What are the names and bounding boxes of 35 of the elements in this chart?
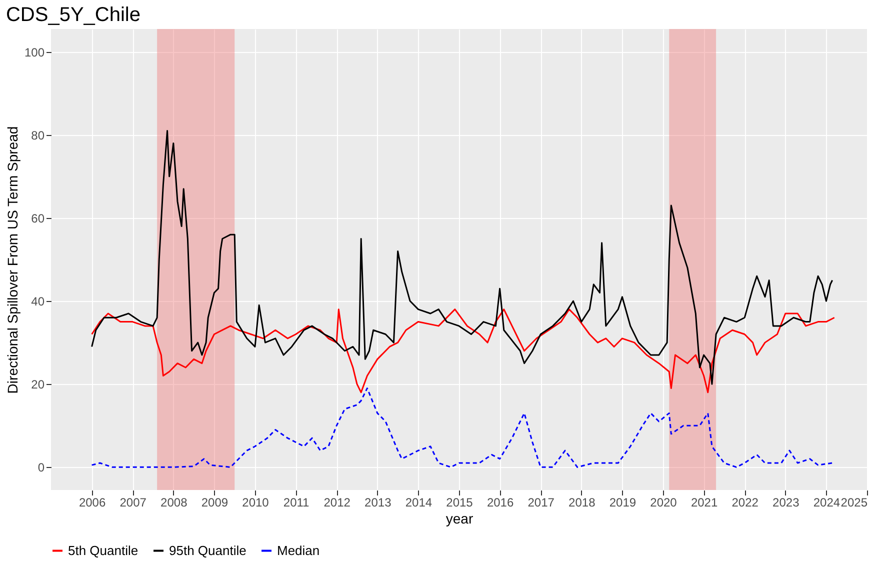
y-axis-title: Directional Spillover From US Term Spread [4, 126, 20, 394]
x-tick-label: 2023 [772, 496, 800, 510]
x-tick-label: 2015 [446, 496, 474, 510]
x-tick-label: 2013 [364, 496, 392, 510]
x-tick-label: 2024 [813, 496, 840, 510]
x-tick-label: 2010 [242, 496, 270, 510]
x-tick-label: 2007 [120, 496, 147, 510]
y-tick-label: 60 [31, 211, 45, 226]
y-tick-label: 100 [24, 45, 45, 60]
x-tick-label: 2016 [486, 496, 514, 510]
y-tick-label: 20 [31, 378, 45, 392]
x-axis-title: year [446, 510, 474, 526]
y-tick-label: 40 [31, 294, 45, 309]
x-tick-label: 2021 [690, 496, 718, 510]
legend-label: 5th Quantile [68, 542, 138, 558]
line-series [91, 388, 834, 468]
x-tick-label: 2022 [732, 496, 759, 510]
line-series [91, 130, 834, 385]
line-series [91, 308, 836, 394]
y-tick-label: 0 [38, 460, 45, 475]
x-tick-label: 2017 [528, 496, 555, 510]
x-tick-label: 2008 [160, 496, 188, 510]
x-tick-label: 2006 [78, 496, 106, 510]
x-tick-label: 2009 [201, 496, 228, 510]
legend-label: 95th Quantile [169, 542, 246, 558]
x-tick-label: 2018 [568, 496, 596, 510]
x-tick-label: 2019 [609, 496, 636, 510]
x-tick-label: 2014 [405, 496, 432, 510]
y-tick-label: 80 [31, 128, 45, 142]
legend-label: Median [277, 542, 320, 558]
x-tick-label: 2011 [283, 496, 310, 510]
x-tick-label: 2025 [840, 496, 868, 510]
x-tick-label: 2020 [650, 496, 678, 510]
x-tick-label: 2012 [324, 496, 351, 510]
chart-title: CDS_5Y_Chile [6, 4, 140, 26]
